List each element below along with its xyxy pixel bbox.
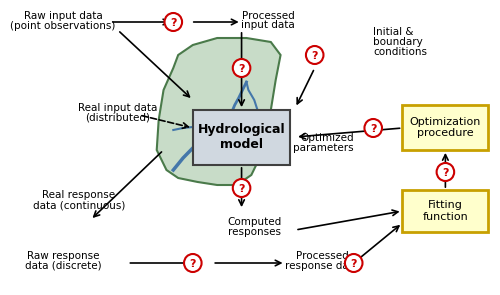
- Text: data (discrete): data (discrete): [25, 261, 102, 271]
- Circle shape: [164, 13, 182, 31]
- Text: Hydrological
model: Hydrological model: [198, 124, 286, 152]
- Circle shape: [233, 59, 250, 77]
- Text: ?: ?: [190, 259, 196, 269]
- Text: ?: ?: [170, 18, 176, 28]
- Circle shape: [436, 163, 454, 181]
- Text: Optimized: Optimized: [300, 133, 354, 143]
- Text: parameters: parameters: [293, 143, 354, 153]
- Text: Raw response: Raw response: [27, 251, 100, 261]
- Text: Processed: Processed: [296, 251, 349, 261]
- Circle shape: [233, 179, 250, 197]
- Text: (point observations): (point observations): [10, 21, 116, 31]
- Text: Optimization
procedure: Optimization procedure: [410, 117, 481, 138]
- Polygon shape: [156, 38, 280, 185]
- Circle shape: [184, 254, 202, 272]
- Text: Real input data: Real input data: [78, 103, 158, 113]
- Circle shape: [345, 254, 362, 272]
- FancyBboxPatch shape: [402, 190, 488, 232]
- Text: ?: ?: [238, 64, 245, 74]
- Text: input data: input data: [241, 20, 295, 30]
- Text: Fitting
function: Fitting function: [422, 200, 469, 222]
- Text: Processed: Processed: [242, 11, 294, 21]
- Text: responses: responses: [228, 227, 280, 237]
- Text: ?: ?: [370, 124, 376, 134]
- FancyBboxPatch shape: [193, 110, 290, 165]
- Text: Raw input data: Raw input data: [24, 11, 102, 21]
- Text: Computed: Computed: [227, 217, 281, 227]
- Text: response data: response data: [286, 261, 360, 271]
- Text: Real response: Real response: [42, 190, 116, 200]
- Text: ?: ?: [312, 51, 318, 61]
- Text: boundary: boundary: [373, 37, 423, 47]
- Text: conditions: conditions: [373, 47, 427, 57]
- Text: Initial &: Initial &: [373, 27, 414, 37]
- FancyBboxPatch shape: [402, 105, 488, 150]
- Text: ?: ?: [350, 259, 357, 269]
- Text: ?: ?: [442, 168, 448, 178]
- Circle shape: [364, 119, 382, 137]
- Text: ?: ?: [238, 184, 245, 194]
- Text: (distributed): (distributed): [85, 113, 150, 123]
- Circle shape: [306, 46, 324, 64]
- Text: data (continuous): data (continuous): [32, 200, 125, 210]
